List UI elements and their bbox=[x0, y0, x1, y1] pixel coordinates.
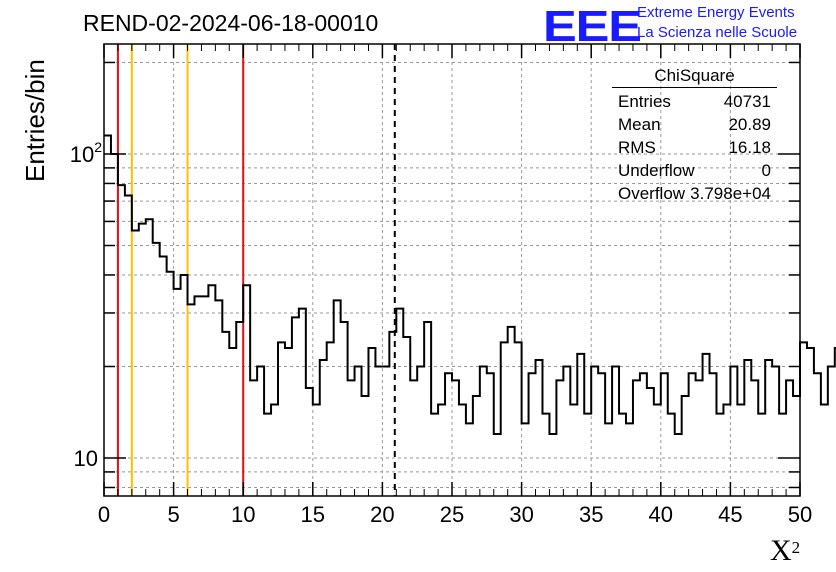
x-tick-label: 20 bbox=[370, 502, 394, 527]
logo-line-1: Extreme Energy Events bbox=[637, 4, 795, 21]
stats-row: RMS 16.18 bbox=[618, 138, 771, 157]
x-tick-labels: 0 5 10 15 20 25 30 35 40 45 50 bbox=[98, 502, 812, 527]
logo-line-2: La Scienza nelle Scuole bbox=[637, 24, 798, 41]
grid-lines bbox=[104, 44, 800, 496]
x-tick-label: 30 bbox=[509, 502, 533, 527]
stats-row: Overflow 3.798e+04 bbox=[618, 184, 771, 203]
axis-ticks bbox=[103, 44, 801, 496]
y-tick-label: 10 bbox=[74, 446, 98, 471]
reference-lines bbox=[116, 44, 396, 496]
eee-logo: EEE bbox=[543, 2, 642, 51]
x-tick-label: 45 bbox=[718, 502, 742, 527]
histogram-series bbox=[104, 134, 836, 435]
stats-row: Mean 20.89 bbox=[618, 115, 771, 134]
x-axis-label: X2 bbox=[770, 534, 801, 567]
x-tick-label: 10 bbox=[231, 502, 255, 527]
chart-title: REND-02-2024-06-18-00010 bbox=[83, 10, 379, 36]
y-tick-label: 102 bbox=[70, 139, 102, 167]
x-tick-label: 50 bbox=[788, 502, 812, 527]
x-tick-label: 25 bbox=[440, 502, 464, 527]
x-tick-label: 15 bbox=[301, 502, 325, 527]
x-tick-label: 40 bbox=[649, 502, 673, 527]
x-tick-label: 5 bbox=[167, 502, 179, 527]
x-tick-label: 35 bbox=[579, 502, 603, 527]
stats-box: ChiSquare Entries 40731 Mean 20.89 RMS 16.1… bbox=[612, 66, 777, 205]
stats-row: Underflow 0 bbox=[618, 161, 771, 180]
y-axis-label: Entries/bin bbox=[20, 59, 50, 182]
x-tick-label: 0 bbox=[98, 502, 110, 527]
y-tick-labels: 10 102 bbox=[70, 139, 102, 471]
stats-row: Entries 40731 bbox=[618, 92, 771, 111]
stats-title: ChiSquare bbox=[612, 66, 777, 88]
